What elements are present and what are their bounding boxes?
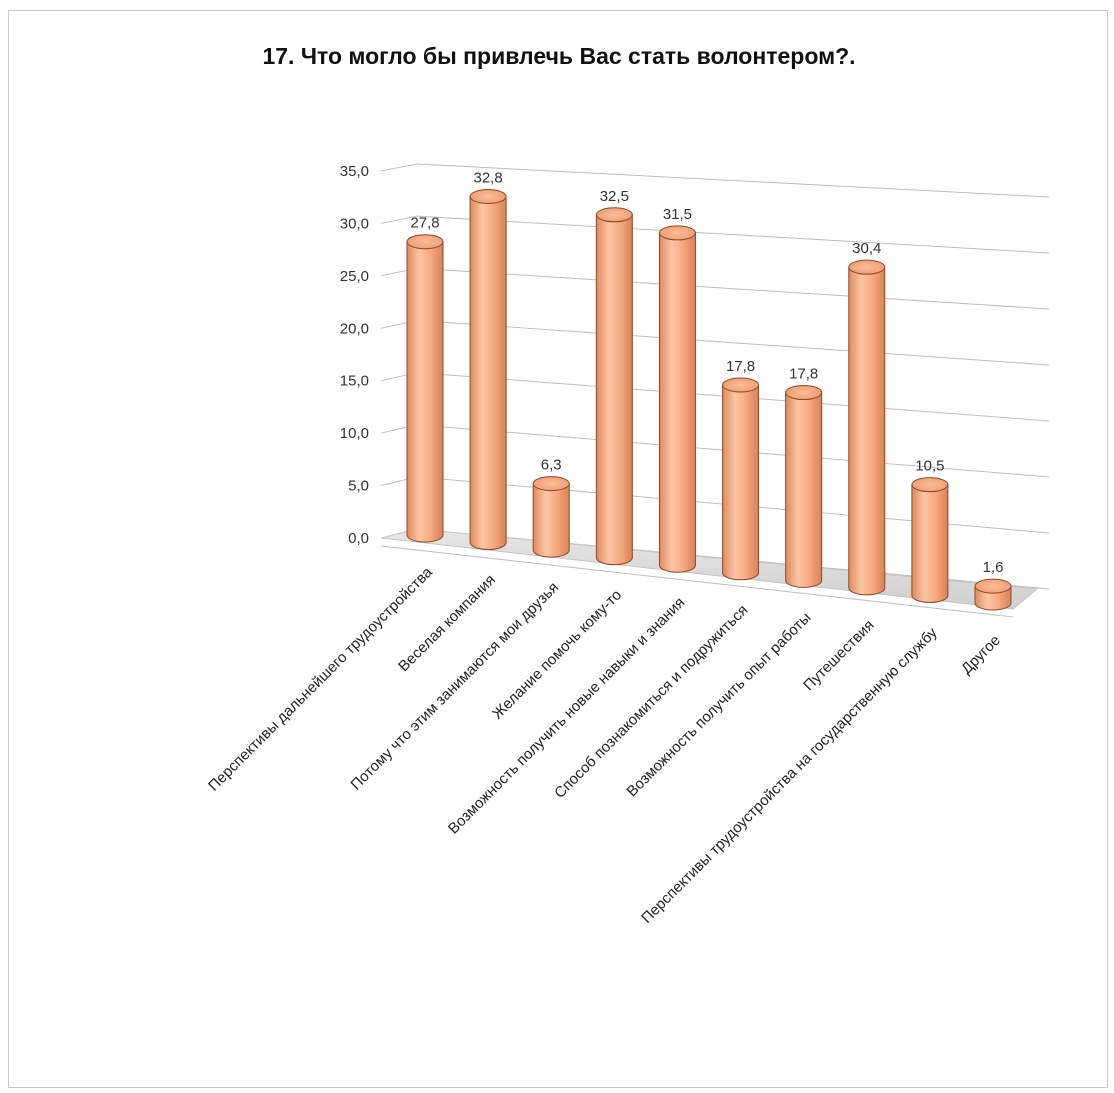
bar xyxy=(848,259,886,596)
x-category-label: Желание помочь кому-то xyxy=(489,586,625,722)
bar-top xyxy=(532,476,570,492)
bar-top xyxy=(974,578,1012,594)
data-label: 17,8 xyxy=(789,366,818,383)
bar xyxy=(722,377,760,581)
y-tick-label: 30,0 xyxy=(340,215,369,232)
bars xyxy=(406,189,1012,611)
gridline xyxy=(416,163,1050,198)
bar-top xyxy=(595,207,633,223)
y-tick-label: 10,0 xyxy=(340,425,369,442)
gridline xyxy=(416,319,1050,366)
bar xyxy=(974,578,1012,611)
bar-body xyxy=(469,196,507,551)
data-label: 32,5 xyxy=(600,188,629,205)
x-category-label: Перспективы дальнейшего трудоустройства xyxy=(205,563,436,794)
bar-top xyxy=(722,377,760,393)
floor-edge xyxy=(380,545,1014,618)
data-label: 30,4 xyxy=(852,240,881,257)
y-tick-label: 25,0 xyxy=(340,268,369,285)
bar-top xyxy=(785,385,823,401)
chart-frame: 17. Что могло бы привлечь Вас стать воло… xyxy=(8,10,1108,1088)
x-category-label: Другое xyxy=(958,632,1004,678)
data-labels: 27,8 32,8 6,3 32,5 31,5 17,8 17,8 30,4 10,5 1,6 xyxy=(410,170,1003,577)
bar xyxy=(406,234,444,543)
data-label: 17,8 xyxy=(726,358,755,375)
y-tick-label: 15,0 xyxy=(340,373,369,390)
data-label: 31,5 xyxy=(663,206,692,223)
bar-top xyxy=(848,259,886,275)
y-axis: 0,0 5,0 10,0 15,0 20,0 25,0 30,0 35,0 xyxy=(340,163,369,547)
bar-body xyxy=(785,392,823,588)
bar-body xyxy=(911,484,949,603)
y-tick-label: 20,0 xyxy=(340,320,369,337)
data-label: 27,8 xyxy=(410,215,439,232)
data-label: 1,6 xyxy=(983,559,1004,576)
bar-body xyxy=(658,232,696,573)
bar xyxy=(785,385,823,588)
bar-body xyxy=(532,483,570,558)
bar-body xyxy=(595,214,633,566)
bar-body xyxy=(722,384,760,581)
bar-body xyxy=(848,266,886,596)
data-label: 32,8 xyxy=(474,170,503,187)
x-category-label: Путешествия xyxy=(800,617,877,694)
data-label: 10,5 xyxy=(915,458,944,475)
bar xyxy=(911,477,949,603)
bar-body xyxy=(406,241,444,543)
chart-plot-area: 0,0 5,0 10,0 15,0 20,0 25,0 30,0 35,0 27,8 32,8 6… xyxy=(205,163,1050,927)
bar-top xyxy=(469,189,507,205)
gridline xyxy=(416,267,1050,310)
y-tick-label: 35,0 xyxy=(340,163,369,180)
x-category-label: Возможность получить новые навыки и знан… xyxy=(445,594,688,837)
bar-top xyxy=(406,234,444,250)
x-axis: Перспективы дальнейшего трудоустройстваВ… xyxy=(205,563,1004,926)
gridline-depth xyxy=(380,215,418,224)
bar xyxy=(658,225,696,573)
y-tick-label: 5,0 xyxy=(348,478,369,495)
data-label: 6,3 xyxy=(541,457,562,474)
gridline xyxy=(416,215,1050,254)
bar-top xyxy=(911,477,949,493)
bar xyxy=(469,189,507,551)
gridline-depth xyxy=(380,163,418,172)
chart-title: 17. Что могло бы привлечь Вас стать воло… xyxy=(262,43,856,69)
bar xyxy=(595,207,633,566)
bar-top xyxy=(658,225,696,241)
bar xyxy=(532,476,570,558)
y-tick-label: 0,0 xyxy=(348,530,369,547)
